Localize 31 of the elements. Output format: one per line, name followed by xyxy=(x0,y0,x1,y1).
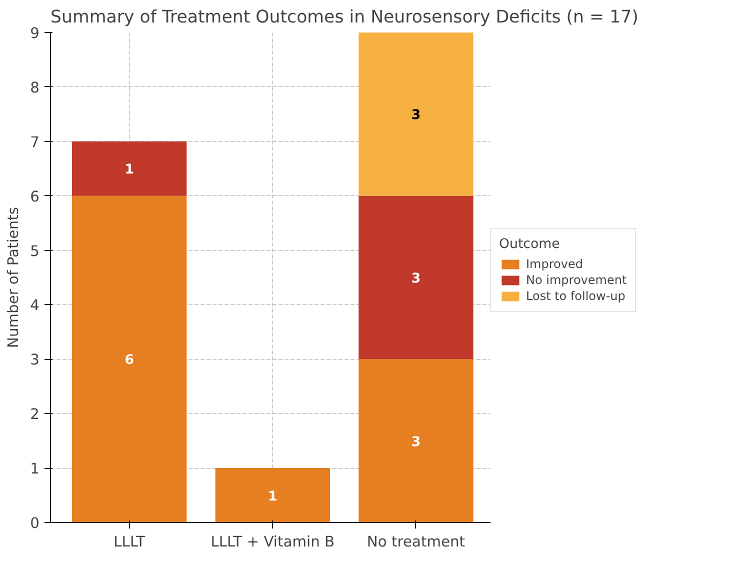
y-tick-label: 7 xyxy=(30,134,40,151)
bar xyxy=(358,359,474,522)
x-tick-label: LLLT xyxy=(114,534,146,550)
bar xyxy=(215,468,330,522)
bar xyxy=(358,32,474,196)
y-tick-label: 0 xyxy=(30,515,40,532)
y-tick-label: 9 xyxy=(30,25,40,42)
bar xyxy=(358,196,474,360)
data-label: 3 xyxy=(411,434,421,450)
y-tick-label: 2 xyxy=(30,406,40,424)
y-tick-label: 8 xyxy=(30,79,40,96)
bar xyxy=(72,141,187,196)
legend-title: Outcome xyxy=(499,237,561,252)
data-label: 1 xyxy=(124,162,134,178)
y-tick-label: 6 xyxy=(30,188,40,206)
x-tick-label: LLLT + Vitamin B xyxy=(210,534,335,550)
data-label: 3 xyxy=(411,108,421,124)
data-label: 3 xyxy=(411,272,421,286)
legend-label: Improved xyxy=(526,257,583,271)
data-label: 6 xyxy=(124,353,134,368)
bar xyxy=(72,196,187,522)
x-tick-label: No treatment xyxy=(366,534,466,550)
y-tick-label: 1 xyxy=(30,460,40,478)
y-tick-label: 5 xyxy=(30,242,40,260)
y-tick-label: 3 xyxy=(30,352,40,369)
y-axis-title: Number of Patients xyxy=(5,206,22,348)
legend-label: Lost to follow-up xyxy=(526,289,626,303)
y-tick-label: 4 xyxy=(30,297,40,314)
data-label: 1 xyxy=(268,489,278,504)
chart-title: Summary of Treatment Outcomes in Neurosensory Deficits (n = 17) xyxy=(50,8,638,28)
legend-label: No improvement xyxy=(526,273,627,287)
